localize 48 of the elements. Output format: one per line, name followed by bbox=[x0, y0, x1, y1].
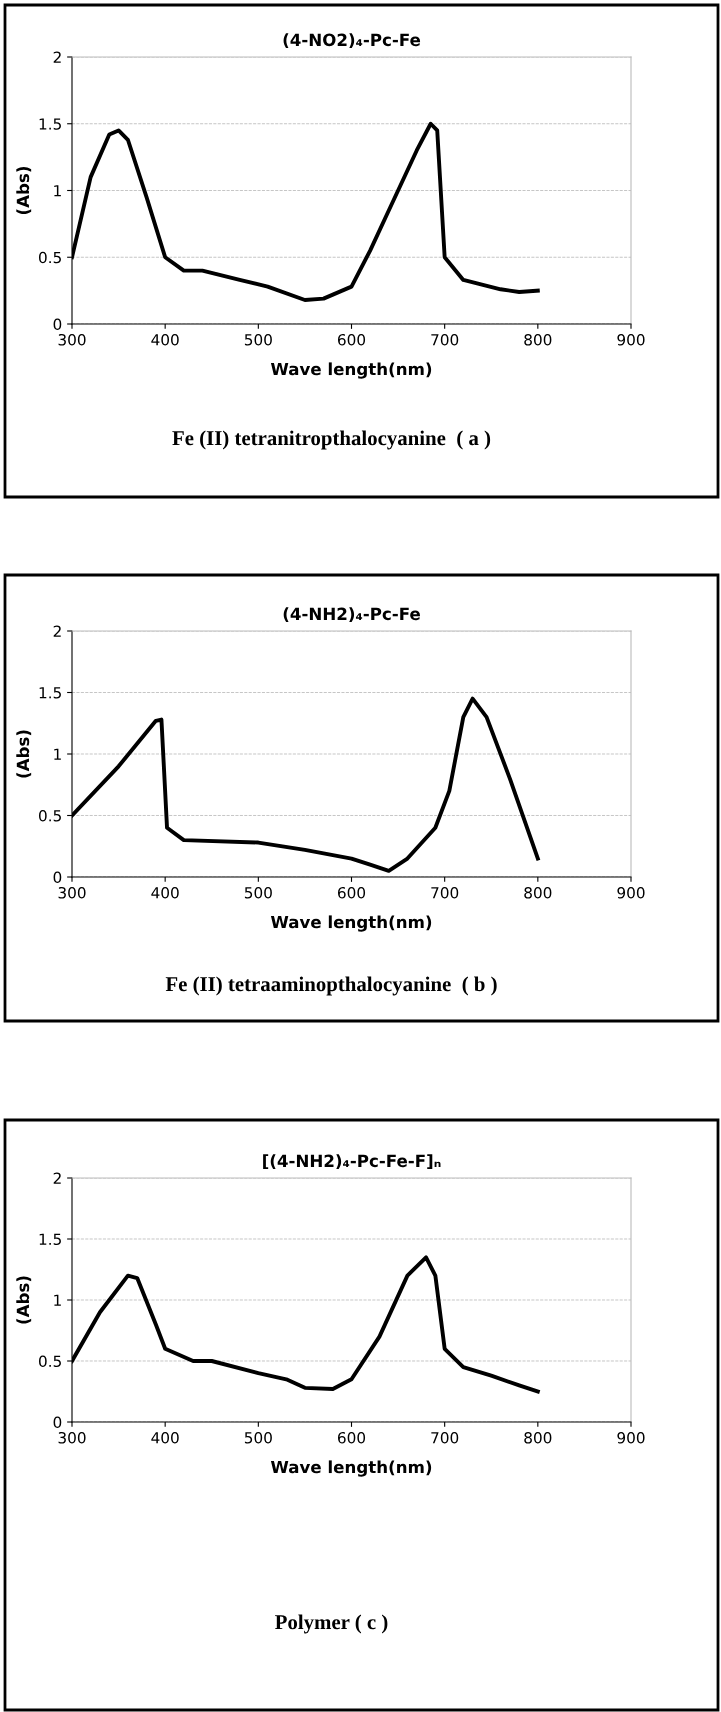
y-axis-title: (Abs) bbox=[16, 730, 32, 778]
x-tick-label: 600 bbox=[337, 1431, 366, 1444]
x-tick-label: 400 bbox=[151, 886, 179, 899]
x-tick-label: 800 bbox=[524, 886, 552, 899]
x-tick-label: 600 bbox=[337, 886, 366, 899]
x-tick-label: 500 bbox=[244, 886, 272, 899]
text: Fe (II) tetranitropthalocyanine ( a ) bbox=[172, 430, 491, 450]
x-axis-title: Wave length(nm) bbox=[270, 1460, 432, 1477]
x-tick-label: 700 bbox=[431, 333, 459, 346]
x-tick-label: 700 bbox=[431, 886, 459, 899]
x-tick-label: 300 bbox=[58, 1431, 86, 1444]
y-tick-label: 2 bbox=[53, 1172, 61, 1184]
x-tick-label: 900 bbox=[617, 886, 645, 899]
x-tick-label: 400 bbox=[151, 333, 179, 346]
chart-title: (4-NH2)₄-Pc-Fe bbox=[283, 607, 420, 623]
x-tick-label: 500 bbox=[244, 1431, 272, 1444]
y-tick-label: 1 bbox=[54, 1294, 61, 1306]
y-tick-label: 0.5 bbox=[38, 1355, 61, 1368]
x-tick-label: 600 bbox=[337, 333, 366, 346]
y-tick-label: 1 bbox=[54, 748, 61, 760]
y-tick-label: 2 bbox=[53, 625, 61, 637]
y-tick-label: 0 bbox=[53, 318, 62, 331]
x-tick-label: 800 bbox=[524, 1431, 552, 1444]
x-tick-label: 300 bbox=[58, 886, 86, 899]
y-tick-label: 0 bbox=[53, 871, 62, 884]
x-axis-title: Wave length(nm) bbox=[270, 915, 432, 932]
x-tick-label: 500 bbox=[244, 333, 272, 346]
x-axis-title: Wave length(nm) bbox=[270, 362, 432, 379]
y-tick-label: 1 bbox=[54, 185, 61, 197]
x-tick-label: 400 bbox=[151, 1431, 179, 1444]
y-tick-label: 1.5 bbox=[39, 1233, 61, 1246]
x-tick-label: 700 bbox=[431, 1431, 459, 1444]
x-tick-label: 800 bbox=[524, 333, 552, 346]
x-tick-label: 900 bbox=[617, 333, 645, 346]
y-tick-label: 0.5 bbox=[38, 251, 61, 264]
y-tick-label: 0 bbox=[53, 1416, 62, 1429]
y-tick-label: 0.5 bbox=[38, 809, 61, 822]
y-axis-title: (Abs) bbox=[16, 1276, 32, 1324]
text: Polymer ( c ) bbox=[275, 1614, 388, 1634]
chart-title: [(4-NH2)₄-Pc-Fe-F]ₙ bbox=[263, 1154, 441, 1170]
text: Fe (II) tetraaminopthalocyanine ( b ) bbox=[165, 976, 497, 996]
chart-title: (4-NO2)₄-Pc-Fe bbox=[283, 33, 421, 49]
x-tick-label: 300 bbox=[58, 333, 86, 346]
y-tick-label: 2 bbox=[53, 51, 61, 63]
x-tick-label: 900 bbox=[617, 1431, 645, 1444]
y-tick-label: 1.5 bbox=[39, 118, 61, 130]
y-axis-title: (Abs) bbox=[16, 166, 32, 215]
y-tick-label: 1.5 bbox=[39, 687, 61, 699]
